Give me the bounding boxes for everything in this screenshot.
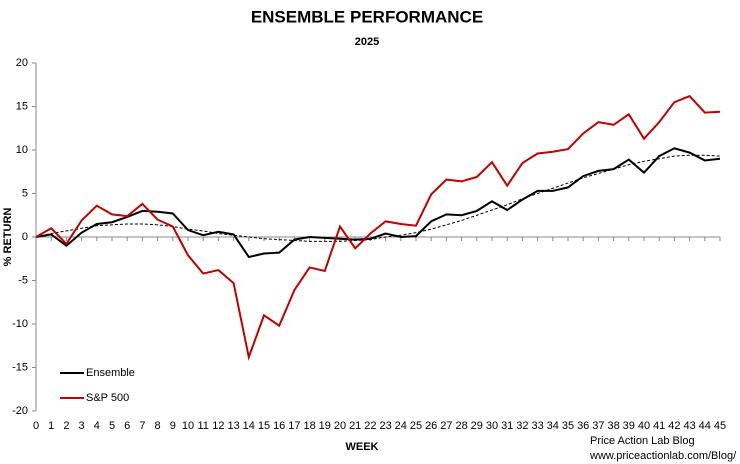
series-line [35,147,721,259]
x-tick-label: 41 [653,420,665,432]
x-tick-label: 16 [273,420,285,432]
y-tick-label: -5 [18,274,28,286]
x-tick-label: 14 [243,420,255,432]
x-tick-label: 15 [258,420,270,432]
y-tick-label: 0 [22,231,28,243]
x-tick-label: 30 [486,420,498,432]
x-tick-label: 38 [607,420,619,432]
x-axis-label: WEEK [346,441,379,453]
x-tick-label: 45 [714,420,726,432]
x-tick-label: 43 [683,420,695,432]
y-tick-label: -15 [12,361,28,373]
x-tick-label: 31 [501,420,513,432]
x-tick-label: 10 [182,420,194,432]
chart-title: ENSEMBLE PERFORMANCE [251,7,483,26]
x-tick-label: 20 [334,420,346,432]
x-tick-label: 12 [212,420,224,432]
x-tick-label: 29 [471,420,483,432]
x-tick-label: 42 [668,420,680,432]
x-tick-label: 32 [516,420,528,432]
trend-line [35,154,721,242]
x-tick-label: 5 [109,420,115,432]
annotation: www.priceactionlab.com/Blog/ [589,450,737,462]
y-tick-label: 20 [16,57,28,69]
y-tick-label: 15 [16,100,28,112]
x-tick-label: 4 [94,420,100,432]
y-tick-label: -20 [12,405,28,417]
x-tick-label: 37 [592,420,604,432]
x-tick-label: 9 [170,420,176,432]
x-tick-label: 6 [124,420,130,432]
chart-subtitle: 2025 [355,36,379,48]
x-tick-label: 13 [227,420,239,432]
x-tick-label: 27 [440,420,452,432]
x-tick-label: 28 [455,420,467,432]
x-tick-label: 39 [623,420,635,432]
legend-label: Ensemble [86,367,135,379]
y-tick-label: 5 [22,187,28,199]
x-tick-label: 1 [48,420,54,432]
x-tick-label: 21 [349,420,361,432]
y-tick-label: -10 [12,318,28,330]
x-tick-label: 18 [303,420,315,432]
x-tick-label: 19 [319,420,331,432]
x-tick-label: 44 [699,420,711,432]
y-axis-label: % RETURN [2,208,14,267]
annotation: Price Action Lab Blog [590,435,695,447]
x-tick-label: 11 [197,420,208,432]
x-tick-label: 33 [531,420,543,432]
x-tick-label: 23 [379,420,391,432]
y-tick-label: 10 [16,144,28,156]
series-line [35,94,721,361]
x-tick-label: 26 [425,420,437,432]
x-tick-label: 36 [577,420,589,432]
x-tick-label: 2 [63,420,69,432]
legend-label: S&P 500 [86,392,129,404]
x-tick-label: 24 [395,420,407,432]
x-tick-label: 35 [562,420,574,432]
x-tick-label: 0 [33,420,39,432]
x-tick-label: 40 [638,420,650,432]
x-tick-label: 3 [79,420,85,432]
x-tick-label: 8 [155,420,161,432]
x-tick-label: 25 [410,420,422,432]
x-tick-label: 22 [364,420,376,432]
x-tick-label: 7 [139,420,145,432]
x-tick-label: 34 [547,420,559,432]
x-tick-label: 17 [288,420,300,432]
